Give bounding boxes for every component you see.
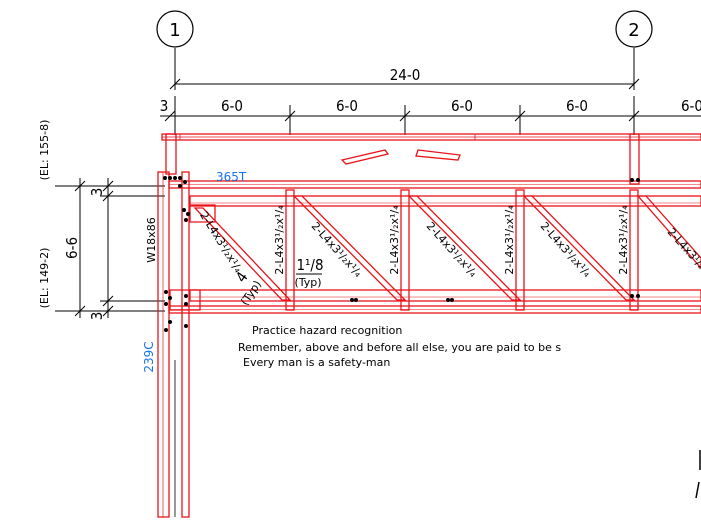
grid-bubble-2: 2 bbox=[615, 10, 653, 48]
grid-label-1: 1 bbox=[169, 20, 180, 41]
top-chord-tag: 365T bbox=[216, 170, 247, 184]
dim-panel-5: 6-0 bbox=[681, 97, 701, 115]
dim-panel-2: 6-0 bbox=[336, 97, 358, 115]
dim-vertical-depth: 6-6 bbox=[63, 237, 81, 259]
partial-text-mark-2 bbox=[695, 481, 700, 499]
weld-size-a: 4 bbox=[232, 268, 252, 285]
grid-label-2: 2 bbox=[628, 20, 639, 41]
dim-vertical-top: 3 bbox=[88, 188, 106, 197]
note-line-2: Remember, above and before all else, you… bbox=[238, 341, 562, 354]
note-line-3: Every man is a safety-man bbox=[243, 356, 391, 369]
overall-span-label: 24-0 bbox=[390, 66, 421, 84]
vertical-label-4: 2-L4x3¹/₂x¹/₄ bbox=[617, 205, 630, 275]
panel-dimension-line bbox=[160, 96, 701, 135]
vertical-label-2: 2-L4x3¹/₂x¹/₄ bbox=[388, 205, 401, 275]
vertical-label-1: 2-L4x3¹/₂x¹/₄ bbox=[273, 205, 286, 275]
steel-framing bbox=[157, 133, 701, 518]
diagonal-label-5: 2-L4x3¹/₂x¹/₄ bbox=[665, 226, 701, 287]
grid-bubble-1: 1 bbox=[156, 10, 194, 48]
connection-bolts bbox=[163, 176, 640, 332]
column-ref-tag: 239C bbox=[142, 341, 156, 372]
weld-size-b: 1¹/8 bbox=[296, 256, 323, 274]
dim-panel-1: 6-0 bbox=[221, 97, 243, 115]
note-line-1: Practice hazard recognition bbox=[252, 324, 403, 337]
dim-vertical-bottom: 3 bbox=[88, 312, 106, 321]
elevation-bottom: (EL: 149-2) bbox=[38, 248, 51, 309]
diagonal-label-1: 2-L4x3¹/₂x¹/₄ bbox=[197, 209, 245, 275]
vertical-dimension-lines bbox=[55, 178, 165, 318]
weld-typ-b: (Typ) bbox=[294, 276, 321, 289]
diagonal-label-3: 2-L4x3¹/₂x¹/₄ bbox=[424, 220, 480, 281]
dim-first-segment: 3 bbox=[160, 97, 169, 115]
overall-dimension bbox=[169, 78, 640, 90]
elevation-top: (EL: 155-8) bbox=[38, 120, 51, 181]
dim-panel-3: 6-0 bbox=[451, 97, 473, 115]
dim-panel-4: 6-0 bbox=[566, 97, 588, 115]
vertical-label-3: 2-L4x3¹/₂x¹/₄ bbox=[503, 205, 516, 275]
column-size-label: W18x86 bbox=[145, 217, 158, 262]
